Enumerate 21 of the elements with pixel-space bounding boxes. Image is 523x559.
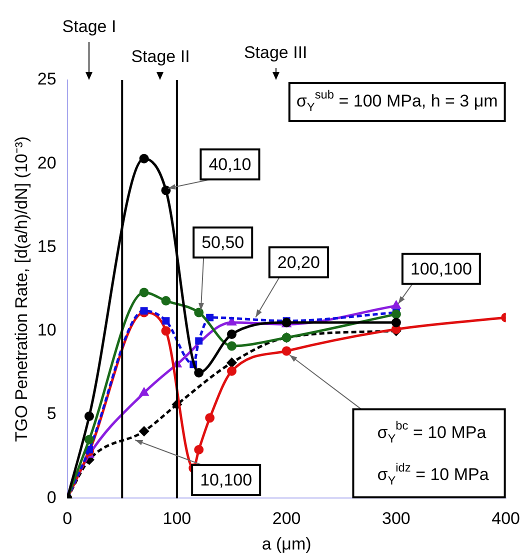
annotation: 100,100 <box>410 260 472 279</box>
text: Stage III <box>244 43 308 62</box>
x-tick-label: 100 <box>162 509 192 528</box>
y-tick-label: 25 <box>37 70 56 89</box>
y-tick-label: 15 <box>37 236 56 256</box>
text: Stage I <box>62 17 116 36</box>
annotation: 20,20 <box>277 252 320 272</box>
x-axis-title: a (μm) <box>262 534 312 554</box>
y-tick-label: 5 <box>46 404 56 424</box>
text: Stage II <box>131 47 190 66</box>
y-axis-title: TGO Penetration Rate, [d(a/h)/dN] (10⁻³) <box>12 136 31 442</box>
y-tick-label: 20 <box>37 153 56 172</box>
x-tick-label: 0 <box>62 509 72 528</box>
annotation: 40,10 <box>208 155 252 174</box>
x-tick-label: 200 <box>272 509 301 528</box>
x-tick-label: 400 <box>492 509 520 528</box>
annotation: 10,100 <box>200 470 252 490</box>
y-tick-label: 10 <box>37 320 56 340</box>
y-tick-label: 0 <box>46 488 56 507</box>
annotation: 50,50 <box>202 233 244 252</box>
x-tick-label: 300 <box>382 509 410 528</box>
